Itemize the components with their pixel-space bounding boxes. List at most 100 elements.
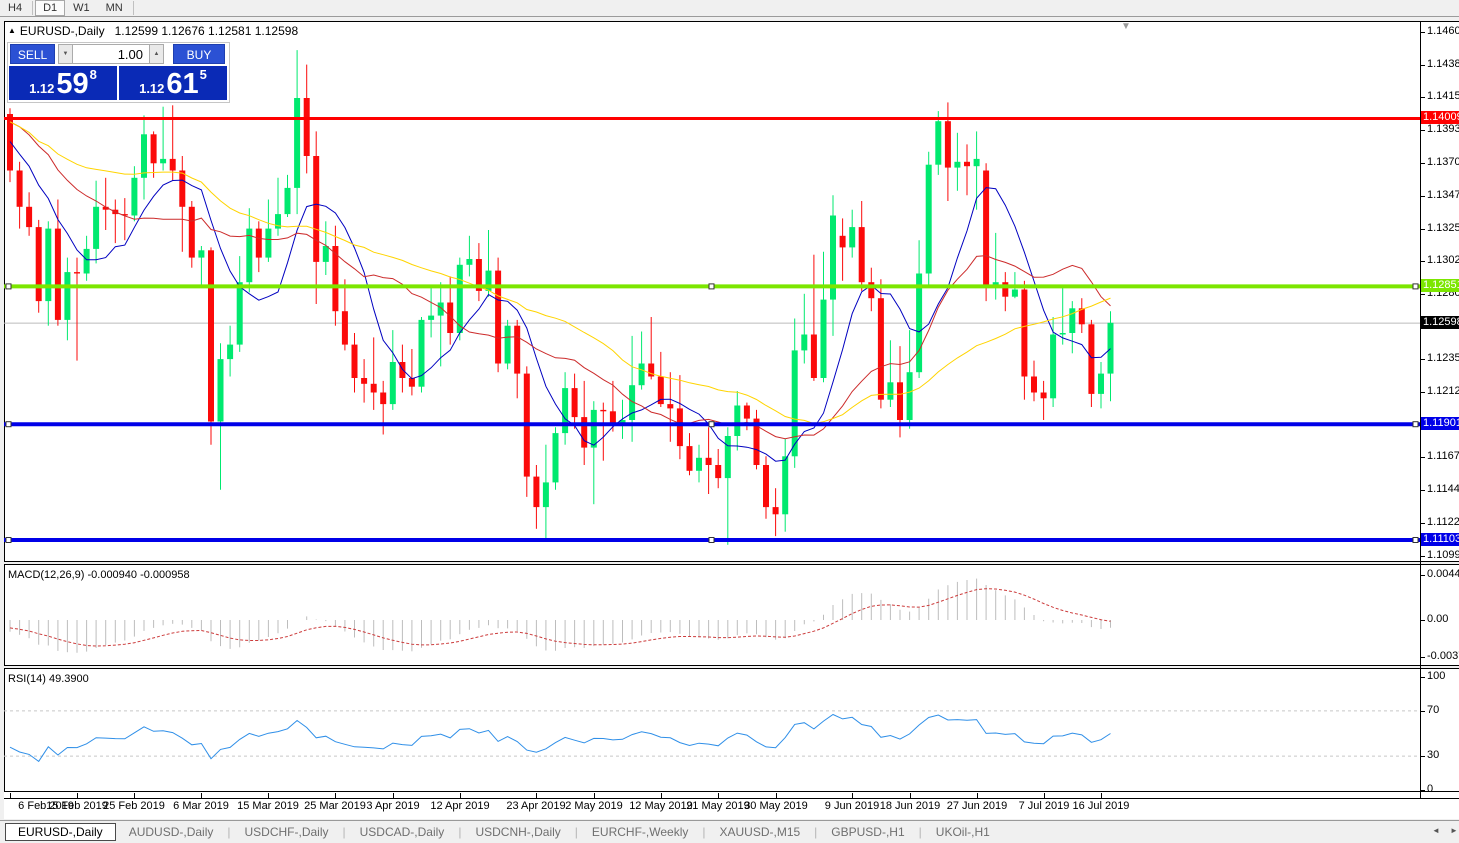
- scroll-to-end-icon[interactable]: ▼: [1121, 21, 1131, 32]
- candle-body: [227, 344, 234, 360]
- price-chart-svg[interactable]: [4, 22, 1420, 560]
- volume-increase-button[interactable]: ▲: [149, 44, 164, 64]
- tab-xauusd-m15[interactable]: XAUUSD-,M15: [719, 825, 801, 839]
- ma-mid-line: [9, 121, 1111, 440]
- date-tick-mark: [910, 793, 911, 799]
- tab-scroll-left-icon[interactable]: ◄: [1432, 826, 1440, 835]
- date-tick-mark: [10, 793, 11, 799]
- rsi-chart-svg[interactable]: [4, 669, 1420, 791]
- candle-body: [791, 350, 798, 457]
- timeframe-toolbar: H4 D1 W1 MN: [0, 0, 1459, 17]
- line-handle[interactable]: [5, 283, 12, 290]
- buy-price-sup: 5: [199, 67, 207, 82]
- tab-scroll-right-icon[interactable]: ►: [1450, 826, 1458, 835]
- macd-indicator-label: MACD(12,26,9) -0.000940 -0.000958: [8, 569, 190, 581]
- price-tick-mark: [1420, 359, 1425, 360]
- candle-body: [351, 344, 358, 378]
- candle-body: [533, 476, 540, 508]
- candle-body: [868, 282, 875, 299]
- candle-body: [504, 325, 511, 364]
- tab-usdchf-daily[interactable]: USDCHF-,Daily: [244, 825, 329, 839]
- line-handle[interactable]: [708, 421, 715, 428]
- candle-body: [236, 282, 243, 345]
- candle-body: [1107, 322, 1114, 374]
- candle-body: [35, 227, 42, 302]
- timeframe-button-w1[interactable]: W1: [73, 2, 90, 14]
- line-handle[interactable]: [1412, 421, 1419, 428]
- line-handle[interactable]: [5, 421, 12, 428]
- tab-audusd-daily[interactable]: AUDUSD-,Daily: [128, 825, 214, 839]
- candle-body: [160, 158, 167, 164]
- rsi-tick-label: 100: [1427, 670, 1446, 682]
- price-tick-mark: [1420, 392, 1425, 393]
- tab-separator: |: [227, 825, 231, 839]
- volume-input[interactable]: [72, 44, 150, 64]
- candle-body: [944, 121, 951, 168]
- price-tick-mark: [1420, 130, 1425, 131]
- one-click-trade-panel: SELL ▼ ▲ BUY 1.12 59 8 1.12 61 5: [7, 42, 230, 103]
- candle-body: [208, 250, 214, 422]
- candle-body: [246, 228, 253, 283]
- candle-body: [408, 378, 415, 387]
- macd-indicator-panel[interactable]: [4, 564, 1459, 666]
- candle-body: [217, 359, 224, 422]
- price-axis-separator: [1420, 21, 1421, 799]
- price-line-label: 1.14009: [1421, 111, 1459, 124]
- timeframe-button-h4[interactable]: H4: [8, 2, 23, 14]
- macd-chart-svg[interactable]: [4, 565, 1420, 665]
- tab-eurusd-daily[interactable]: EURUSD-,Daily: [5, 823, 116, 841]
- date-label: 23 Apr 2019: [506, 800, 566, 812]
- candle-body: [1069, 308, 1076, 333]
- buy-price-display[interactable]: 1.12 61 5: [119, 66, 227, 100]
- price-tick-mark: [1420, 229, 1425, 230]
- date-label: 7 Jul 2019: [1018, 800, 1070, 812]
- tab-usdcnh-daily[interactable]: USDCNH-,Daily: [475, 825, 561, 839]
- line-handle[interactable]: [1412, 283, 1419, 290]
- collapse-icon[interactable]: ▲: [8, 26, 16, 35]
- tab-usdcad-daily[interactable]: USDCAD-,Daily: [359, 825, 445, 839]
- macd-signal-line: [9, 588, 1111, 647]
- candle-body: [552, 433, 559, 483]
- price-tick-mark: [1420, 294, 1425, 295]
- line-handle[interactable]: [5, 537, 12, 543]
- candle-body: [83, 248, 90, 274]
- candle-body: [322, 246, 329, 262]
- line-handle[interactable]: [1412, 537, 1419, 543]
- tab-eurchf-weekly[interactable]: EURCHF-,Weekly: [591, 825, 689, 839]
- volume-decrease-button[interactable]: ▼: [58, 44, 73, 64]
- date-tick-mark: [77, 793, 78, 799]
- sell-price-display[interactable]: 1.12 59 8: [9, 66, 117, 100]
- candle-body: [428, 315, 435, 320]
- rsi-indicator-panel[interactable]: [4, 668, 1459, 792]
- sell-button[interactable]: SELL: [10, 44, 55, 64]
- date-tick-mark: [268, 793, 269, 799]
- rsi-indicator-label: RSI(14) 49.3900: [8, 673, 89, 685]
- line-handle[interactable]: [708, 283, 715, 290]
- candle-body: [16, 170, 23, 207]
- candle-body: [475, 259, 482, 291]
- line-handle[interactable]: [708, 537, 715, 543]
- candle-body: [188, 206, 195, 258]
- tab-ukoil-h1[interactable]: UKOil-,H1: [935, 825, 990, 839]
- buy-button[interactable]: BUY: [173, 44, 225, 64]
- candle-body: [935, 121, 942, 165]
- timeframe-button-d1[interactable]: D1: [35, 0, 66, 16]
- price-tick-mark: [1420, 261, 1425, 262]
- price-line-label: 1.11901: [1421, 417, 1459, 430]
- rsi-tick-label: 70: [1427, 704, 1440, 716]
- candle-body: [638, 363, 645, 386]
- date-label: 6 Mar 2019: [173, 800, 229, 812]
- date-tick-mark: [977, 793, 978, 799]
- timeframe-button-mn[interactable]: MN: [105, 2, 123, 14]
- price-tick-mark: [1420, 196, 1425, 197]
- candle-body: [753, 418, 760, 465]
- rsi-tick-label: 30: [1427, 749, 1440, 761]
- candle-body: [849, 227, 856, 248]
- candle-body: [705, 457, 712, 465]
- tab-gbpusd-h1[interactable]: GBPUSD-,H1: [831, 825, 905, 839]
- chart-header: ▲ EURUSD-,Daily 1.12599 1.12676 1.12581 1.…: [8, 24, 298, 38]
- candle-body: [887, 382, 894, 400]
- price-line-label: 1.12851: [1421, 279, 1459, 292]
- date-tick-mark: [661, 793, 662, 799]
- candle-body: [389, 362, 396, 405]
